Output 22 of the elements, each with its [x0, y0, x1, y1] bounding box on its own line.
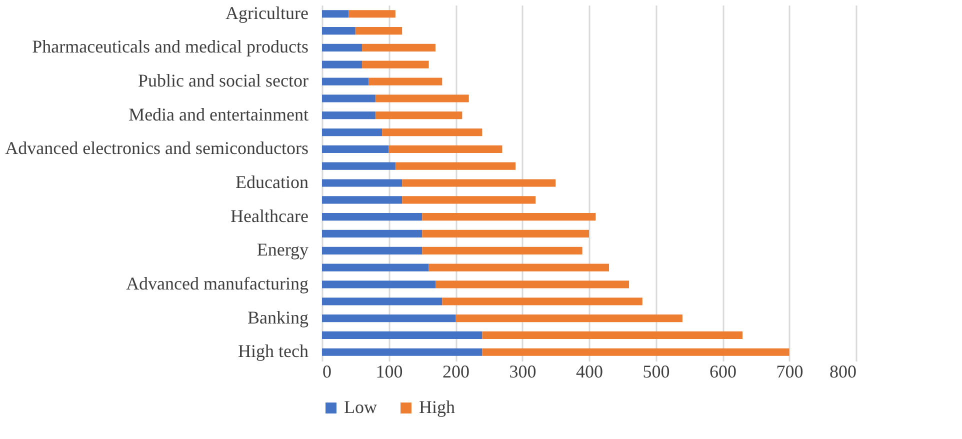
- x-tick-label: 200: [442, 362, 470, 382]
- y-tick-label: Media and entertainment: [128, 104, 308, 124]
- x-tick-label: 400: [576, 362, 603, 382]
- y-tick-label: Pharmaceuticals and medical products: [32, 36, 308, 57]
- legend-label: Low: [344, 397, 377, 417]
- y-tick-label: Public and social sector: [138, 70, 308, 91]
- x-tick-label: 600: [710, 362, 736, 382]
- y-tick-label: Advanced manufacturing: [126, 273, 308, 294]
- y-tick-label: High tech: [238, 341, 308, 362]
- x-tick-label: 0: [322, 362, 332, 382]
- x-tick-label: 100: [376, 362, 403, 382]
- x-tick-label: 300: [509, 362, 536, 382]
- x-tick-label: 800: [830, 362, 856, 382]
- x-tick-label: 500: [642, 362, 670, 382]
- legend-label: High: [419, 397, 455, 417]
- y-tick-label: Education: [236, 172, 308, 192]
- y-tick-label: Banking: [248, 307, 308, 328]
- y-tick-label: Advanced electronics and semiconductors: [5, 138, 308, 158]
- y-tick-label: Agriculture: [226, 2, 309, 23]
- y-tick-label: Energy: [256, 240, 308, 260]
- x-tick-label: 700: [776, 362, 804, 382]
- y-tick-label: Healthcare: [230, 206, 308, 226]
